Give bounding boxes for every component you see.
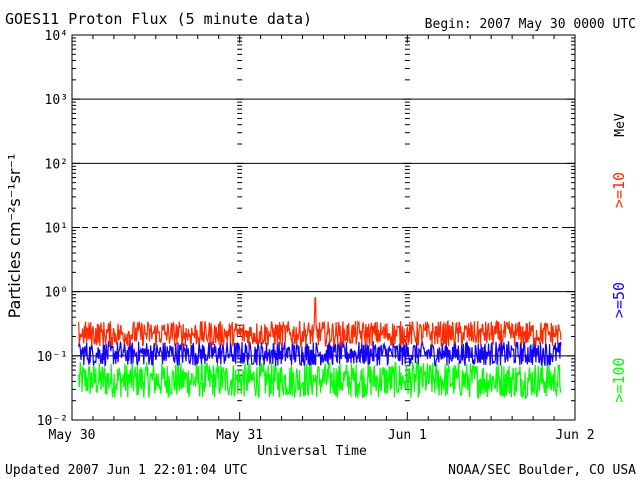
chart-title: GOES11 Proton Flux (5 minute data)	[5, 10, 312, 28]
series-line-10	[78, 297, 562, 348]
y-tick-label: 10⁴	[45, 29, 68, 44]
x-tick-label: May 30	[49, 428, 96, 443]
legend-label-50: >=50	[610, 282, 628, 318]
credit-label: NOAA/SEC Boulder, CO USA	[448, 463, 636, 478]
y-tick-label: 10¹	[45, 222, 68, 237]
updated-label: Updated 2007 Jun 1 22:01:04 UTC	[5, 463, 248, 478]
y-tick-label: 10⁻¹	[37, 350, 68, 365]
x-tick-label: Jun 1	[388, 428, 427, 443]
y-axis-ticks: 10⁻² 10⁻¹ 10⁰ 10¹ 10² 10³ 10⁴	[37, 29, 575, 429]
y-tick-label: 10³	[45, 93, 68, 108]
x-tick-label: Jun 2	[555, 428, 594, 443]
y-tick-label: 10⁰	[45, 286, 68, 301]
legend-label-10: >=10	[610, 172, 628, 208]
data-series	[78, 297, 562, 400]
series-line-50	[78, 339, 562, 368]
x-tick-label: May 31	[216, 428, 263, 443]
legend-label-100: >=100	[610, 357, 628, 402]
y-tick-label: 10²	[45, 157, 68, 172]
y-tick-label: 10⁻²	[37, 414, 68, 429]
x-axis-ticks: May 30 May 31 Jun 1 Jun 2	[49, 35, 595, 443]
y-axis-label: Particles cm⁻²s⁻¹sr⁻¹	[5, 154, 24, 319]
series-line-100	[78, 360, 562, 400]
legend-unit-label: MeV	[613, 113, 628, 137]
legend: >=10 >=50 >=100 MeV	[610, 113, 628, 402]
x-axis-label: Universal Time	[257, 444, 367, 459]
begin-label: Begin: 2007 May 30 0000 UTC	[425, 17, 636, 32]
